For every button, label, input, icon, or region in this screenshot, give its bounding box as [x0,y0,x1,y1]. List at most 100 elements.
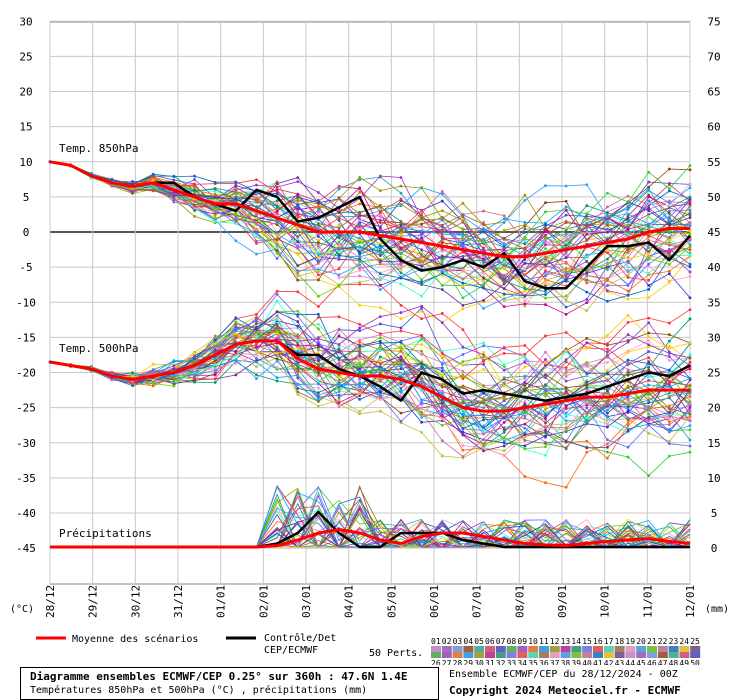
member-t500-line [49,311,691,429]
right-tick-label: 50 [707,191,720,204]
left-tick-label: 15 [19,121,32,134]
x-tick-label: 28/12 [44,585,57,618]
right-tick-label: 55 [707,156,720,169]
ensemble-chart: 302520151050-5-10-15-20-25-30-35-40-4575… [10,15,729,665]
palette-number: 26 [431,659,441,665]
palette-swatch [506,646,517,652]
palette-swatch [571,652,582,658]
right-tick-label: 0 [711,542,718,555]
palette-number: 32 [496,659,506,665]
palette-number: 27 [442,659,452,665]
palette-number: 34 [517,659,527,665]
palette-swatch [625,646,636,652]
palette-swatch [668,652,679,658]
axes: 302520151050-5-10-15-20-25-30-35-40-4575… [10,15,729,618]
palette-number: 46 [647,659,657,665]
palette-swatch [560,652,571,658]
palette-swatch [679,646,690,652]
left-tick-label: -40 [16,507,36,520]
right-tick-label: 75 [707,15,720,28]
palette-number: 47 [658,659,668,665]
palette-number: 08 [507,637,517,646]
palette-number: 07 [496,637,506,646]
palette-swatch [485,646,495,652]
palette-number: 25 [690,637,700,646]
left-tick-label: -5 [19,261,32,274]
x-tick-label: 07/01 [471,585,484,618]
grid [49,20,691,585]
palette-swatch [549,646,560,652]
palette-number: 23 [669,637,679,646]
right-tick-label: 40 [707,261,720,274]
left-tick-label: 25 [19,50,32,63]
palette-number: 05 [474,637,484,646]
mean-line-t850 [49,160,690,259]
left-tick-label: 20 [19,86,32,99]
palette-number: 50 [690,659,700,665]
palette-number: 14 [571,637,581,646]
member-t500-line [49,318,691,420]
left-tick-label: -35 [16,472,36,485]
right-tick-label: 35 [707,296,720,309]
member-t850-line [49,161,691,297]
palette-number: 39 [571,659,581,665]
palette-number: 28 [453,659,463,665]
palette-number: 10 [528,637,538,646]
left-tick-label: 5 [23,191,30,204]
palette-number: 19 [625,637,635,646]
legend-members-label: 50 Perts. [369,648,423,659]
x-tick-label: 11/01 [641,585,654,618]
palette-swatch [485,652,495,658]
palette-number: 22 [658,637,668,646]
palette-swatch [474,646,485,652]
palette-swatch [506,652,517,658]
palette-swatch [571,646,582,652]
palette-swatch [517,652,528,658]
palette-number: 09 [517,637,527,646]
right-tick-label: 60 [707,121,720,134]
member-t500-line [49,314,691,387]
x-tick-label: 05/01 [385,585,398,618]
member-point [688,412,692,416]
palette-swatch [690,652,701,658]
palette-swatch [636,646,647,652]
member-t850-line [49,161,691,297]
palette-number: 06 [485,637,495,646]
palette-number: 31 [485,659,495,665]
member-t850-line [49,161,691,302]
left-tick-label: -30 [16,437,36,450]
plot-area [49,21,691,585]
member-point [688,424,692,428]
palette-swatch [657,652,668,658]
caption-box: Diagramme ensembles ECMWF/CEP 0.25° sur … [20,667,439,700]
right-tick-label: 15 [707,437,720,450]
right-tick-label: 20 [707,402,720,415]
x-tick-label: 06/01 [428,585,441,618]
legend-control-label-1: Contrôle/Det [264,632,336,644]
palette-swatch [668,646,679,652]
palette-number: 40 [582,659,592,665]
member-t500-line [49,328,691,435]
palette-number: 17 [604,637,614,646]
palette-swatch [463,646,474,652]
palette-swatch [636,652,647,658]
copyright: Copyright 2024 Meteociel.fr - ECMWF [449,684,681,697]
member-t500-line [49,293,691,448]
x-tick-label: 03/01 [300,585,313,618]
main-lines [49,160,691,549]
panel-label-t850: Temp. 850hPa [59,142,138,155]
palette-number: 44 [625,659,635,665]
right-tick-label: 10 [707,472,720,485]
member-t500-line [49,321,691,450]
palette-swatch [431,646,441,652]
palette-number: 20 [636,637,646,646]
member-point [688,341,692,345]
palette-swatch [582,652,593,658]
x-tick-label: 01/01 [215,585,228,618]
right-tick-label: 70 [707,50,720,63]
x-tick-label: 09/01 [556,585,569,618]
palette-number: 30 [474,659,484,665]
x-tick-label: 30/12 [129,585,142,618]
palette-number: 18 [615,637,625,646]
member-t500-line [49,332,691,449]
